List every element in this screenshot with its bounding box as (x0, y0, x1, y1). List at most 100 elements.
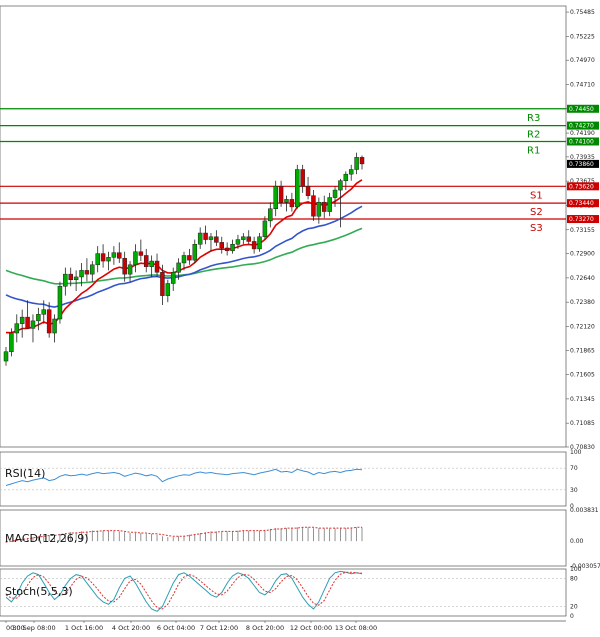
level-label-s3: S3 (530, 223, 543, 234)
candle-down (117, 252, 122, 259)
price-tick-label: 0.71865 (570, 347, 595, 354)
level-label-s1: S1 (530, 190, 543, 201)
candle-down (203, 232, 208, 240)
stoch-pane (0, 568, 567, 617)
macd-tick-label: -0.003057 (570, 563, 600, 570)
level-tag-r3: 0.74450 (569, 106, 594, 113)
candle-up (316, 201, 322, 217)
candle-up (170, 272, 176, 284)
price-tick-label: 0.74190 (570, 130, 595, 137)
candle-up (197, 232, 203, 245)
macd-label: MACD(12,26,9) (5, 532, 89, 545)
price-tick-label: 0.72380 (570, 299, 595, 306)
candle-down (25, 316, 30, 329)
level-tag-bg-s2 (567, 199, 599, 208)
candle-down (46, 309, 52, 334)
candle-up (192, 244, 198, 261)
candle-down (224, 247, 230, 252)
level-tag-r1: 0.74100 (569, 138, 594, 145)
candle-down (246, 236, 251, 242)
candle-up (338, 180, 343, 191)
macd-tick-label: 0.003831 (570, 507, 599, 514)
candle-up (14, 323, 20, 334)
candle-down (289, 199, 295, 208)
candle-up (208, 236, 214, 240)
price-tick-label: 0.72120 (570, 323, 595, 330)
candle-up (52, 318, 57, 334)
level-tag-bg-r3 (567, 104, 599, 113)
candle-up (149, 260, 154, 267)
candle-down (359, 157, 365, 165)
price-tick-label: 0.74710 (570, 81, 595, 88)
stoch-tick-label: 0 (570, 613, 574, 620)
level-label-s2: S2 (530, 207, 543, 218)
price-pane (0, 5, 567, 448)
time-axis-label: 13 Oct 08:00 (335, 624, 377, 632)
candle-up (79, 270, 84, 278)
candle-up (230, 244, 235, 252)
candle-down (219, 242, 225, 249)
level-tag-s3: 0.73270 (569, 216, 594, 223)
candle-up (241, 236, 246, 240)
candle-up (327, 197, 332, 212)
candle-down (143, 255, 149, 267)
price-tick-label: 0.73155 (570, 227, 595, 234)
stoch-tick-label: 20 (570, 604, 578, 611)
price-tick-label: 0.73675 (570, 178, 595, 185)
candle-down (84, 270, 90, 275)
rsi-tick-label: 0 (570, 503, 574, 510)
current-price-tag: 0.73860 (569, 161, 594, 168)
level-tag-bg-s1 (567, 182, 599, 191)
level-label-r3: R3 (527, 113, 540, 124)
candle-up (3, 351, 9, 362)
rsi-label: RSI(14) (5, 467, 45, 480)
stoch-d-line (5, 571, 363, 610)
candle-down (321, 201, 327, 212)
price-tick-label: 0.73935 (570, 154, 595, 161)
price-tick-label: 0.74970 (570, 57, 595, 64)
level-tag-bg-r2 (567, 121, 599, 130)
candle-down (278, 186, 284, 203)
rsi-line (5, 468, 363, 486)
candle-down (138, 251, 144, 256)
candle-up (181, 255, 187, 264)
candle-up (354, 157, 359, 170)
ma-mid-line (5, 205, 363, 308)
price-tick-label: 0.71605 (570, 372, 595, 379)
level-tag-bg-s3 (567, 215, 599, 224)
rsi-tick-label: 70 (570, 465, 578, 472)
candle-up (41, 309, 47, 315)
candle-up (90, 264, 95, 275)
candle-down (68, 273, 73, 281)
candle-down (122, 258, 127, 275)
candle-up (273, 186, 278, 209)
price-tick-label: 0.71085 (570, 420, 595, 427)
candle-up (111, 252, 117, 258)
rsi-tick-label: 100 (570, 449, 582, 456)
candle-down (311, 195, 316, 217)
level-tag-bg-r1 (567, 137, 599, 146)
macd-tick-label: 0.00 (570, 538, 584, 545)
candle-down (100, 253, 106, 262)
candle-down (154, 260, 160, 273)
level-label-r1: R1 (527, 145, 540, 156)
level-label-r2: R2 (527, 130, 540, 141)
candle-up (127, 264, 133, 275)
stoch-label: Stoch(5,5,3) (5, 585, 73, 598)
candle-up (176, 262, 181, 273)
time-axis-label: 7 Oct 12:00 (200, 624, 238, 632)
candle-up (57, 286, 63, 320)
candle-down (214, 236, 219, 243)
candle-up (73, 276, 79, 281)
candle-down (187, 255, 192, 261)
level-tag-r2: 0.74270 (569, 123, 594, 130)
price-tick-label: 0.72900 (570, 251, 595, 258)
price-tick-label: 0.70830 (570, 444, 595, 451)
candle-up (30, 320, 36, 329)
candle-up (257, 236, 262, 250)
rsi-tick-label: 30 (570, 487, 578, 494)
candle-down (305, 186, 311, 196)
time-axis-label: 30 Sep 08:00 (12, 624, 55, 632)
candle-up (106, 257, 111, 262)
candle-up (348, 169, 354, 175)
